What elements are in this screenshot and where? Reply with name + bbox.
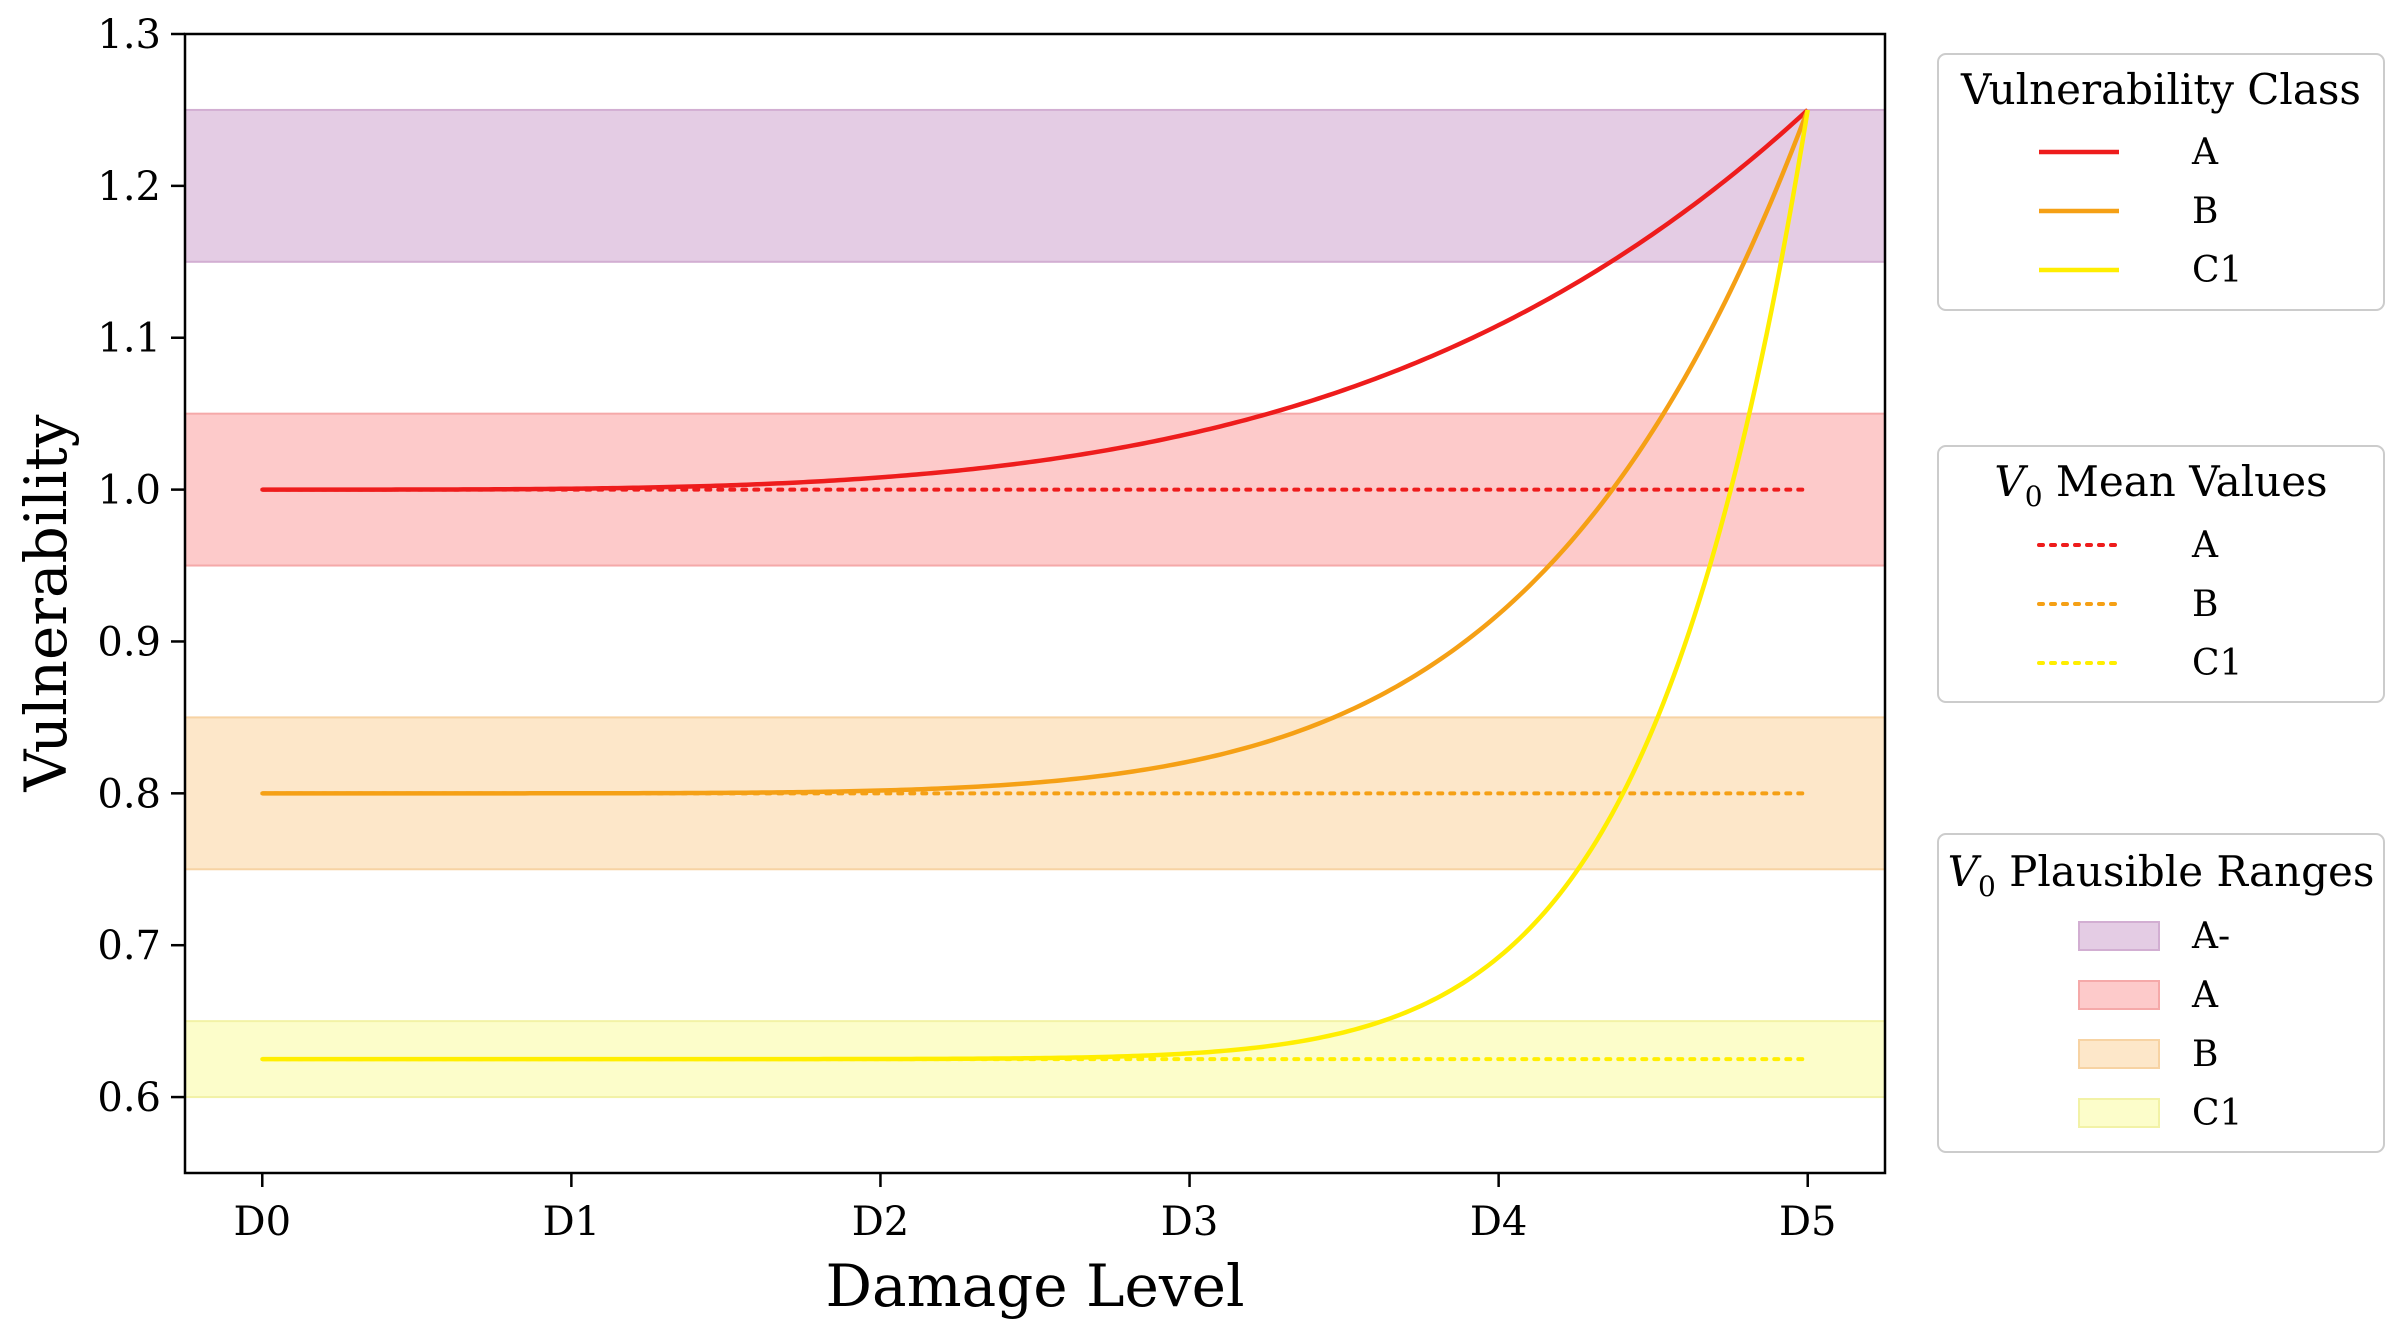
legend-v0-mean-values: V0 Mean Values AB C1 — [1937, 445, 2385, 703]
legend-label-b: B — [2192, 1034, 2218, 1075]
legend-title: V0 Plausible Ranges — [1948, 847, 2375, 903]
legend-swatch-patch-b — [2078, 1039, 2160, 1069]
legend-label-a-minus: A- — [2191, 916, 2230, 957]
legend-title-text: Mean Values — [2043, 457, 2328, 506]
plausible-range-bands — [184, 108, 1886, 1099]
legend-label-a: A — [2191, 132, 2219, 173]
legend-label-b: B — [2192, 584, 2218, 625]
legend-box — [1937, 445, 2385, 703]
x-tick-label: D1 — [543, 1199, 601, 1245]
legend-vulnerability-class: Vulnerability Class AB C1 — [1937, 53, 2385, 311]
y-tick-label: 1.0 — [97, 468, 161, 514]
legend-v0-plausible-ranges: V0 Plausible Ranges A- AB C1 — [1937, 833, 2385, 1153]
legend-swatch-patch-a — [2078, 980, 2160, 1010]
curve-a — [262, 108, 1810, 492]
band-a-minus — [184, 108, 1886, 263]
legend-swatch-patch-c1 — [2078, 1098, 2160, 1128]
x-tick-label: D2 — [852, 1199, 910, 1245]
legend-title: V0 Mean Values — [1994, 457, 2327, 513]
y-axis-label: Vulnerability — [12, 414, 80, 792]
y-tick-label: 0.9 — [97, 619, 161, 665]
x-axis-ticks: D0 D1 D2 D3 D4 D5 — [234, 1173, 1837, 1245]
y-tick-label: 0.6 — [97, 1075, 161, 1121]
legend-label-a: A — [2191, 525, 2219, 566]
x-axis-label: Damage Level — [825, 1252, 1244, 1320]
legend-box — [1937, 53, 2385, 311]
legend-swatch-patch-a-minus — [2078, 921, 2160, 951]
x-tick-label: D3 — [1161, 1199, 1219, 1245]
x-tick-label: D5 — [1779, 1199, 1837, 1245]
plot-frame — [183, 32, 1887, 1175]
legend-title-symbol: V — [1994, 457, 2028, 506]
y-tick-label: 1.2 — [97, 164, 161, 210]
legend-label-b: B — [2192, 191, 2218, 232]
x-tick-label: D0 — [234, 1199, 292, 1245]
legend-title: Vulnerability Class — [1960, 65, 2361, 114]
legend-label-c1: C1 — [2192, 1093, 2242, 1134]
vulnerability-curves — [262, 108, 1810, 1062]
legend-title-subscript: 0 — [1978, 870, 1996, 903]
legend-title-symbol: V — [1948, 847, 1982, 896]
legend-title-text: Plausible Ranges — [1996, 847, 2375, 896]
x-tick-label: D4 — [1470, 1199, 1528, 1245]
legend-label-c1: C1 — [2192, 250, 2242, 291]
legend-label-a: A — [2191, 975, 2219, 1016]
curve-c1 — [262, 109, 1810, 1062]
y-tick-label: 0.7 — [97, 923, 161, 969]
y-axis-ticks: 0.6 0.7 0.8 0.9 1.0 1.1 1.2 1.3 — [97, 12, 185, 1121]
y-tick-label: 0.8 — [97, 771, 161, 817]
legend-box — [1937, 833, 2385, 1153]
y-tick-label: 1.3 — [97, 12, 161, 58]
legend-label-c1: C1 — [2192, 643, 2242, 684]
y-tick-label: 1.1 — [97, 316, 161, 362]
legend-title-subscript: 0 — [2025, 480, 2043, 513]
curve-b — [262, 109, 1810, 796]
